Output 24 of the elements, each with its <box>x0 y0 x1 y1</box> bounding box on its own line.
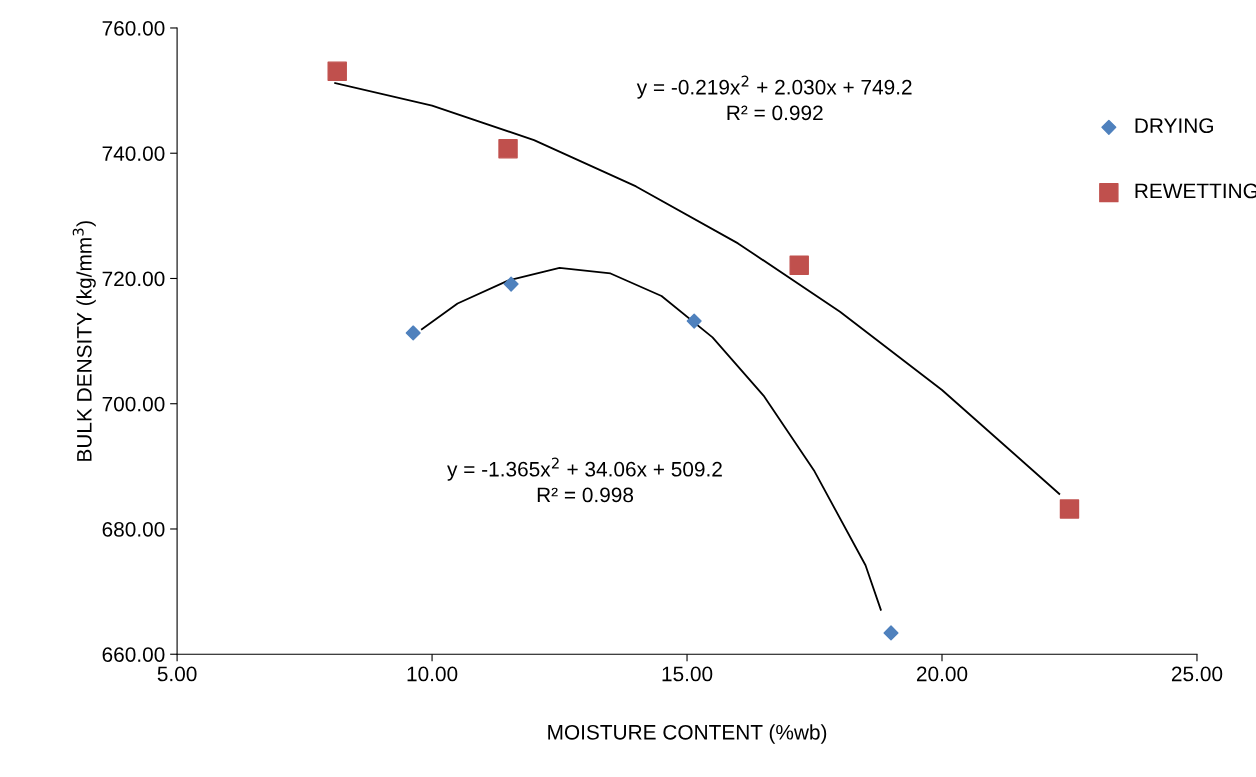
x-tick-label: 5.00 <box>157 666 197 682</box>
x-tick-label: 25.00 <box>1171 666 1223 682</box>
point <box>327 61 347 81</box>
y-tick-label: 680.00 <box>102 521 165 537</box>
x-tick-label: 10.00 <box>407 666 458 682</box>
point <box>503 276 519 292</box>
point <box>789 255 809 276</box>
y-tick-label: 660.00 <box>102 647 165 662</box>
annotation: y = -1.365x$^{2}$ + 34.06x + 509.2 R² = 0.998 <box>447 457 722 503</box>
point <box>686 313 702 329</box>
x-tick-label: 15.00 <box>662 666 713 682</box>
x-axis-title: MOISTURE CONTENT (%wb) <box>548 724 827 744</box>
point <box>1059 499 1080 519</box>
y-tick-label: 700.00 <box>102 396 165 412</box>
y-tick-label: 740.00 <box>102 146 165 161</box>
point <box>498 139 518 159</box>
point <box>405 325 421 341</box>
point <box>883 625 899 641</box>
legend-label: DRYING <box>1135 118 1213 134</box>
x-tick-label: 20.00 <box>916 666 968 682</box>
annotation: y = -0.219x$^{2}$ + 2.030x + 749.2 R² = 0.992 <box>636 75 912 121</box>
y-axis-title: BULK DENSITY (kg/mm$^{3}$) <box>72 221 96 461</box>
y-tick-label: 760.00 <box>102 20 165 36</box>
y-tick-label: 720.00 <box>102 271 165 287</box>
